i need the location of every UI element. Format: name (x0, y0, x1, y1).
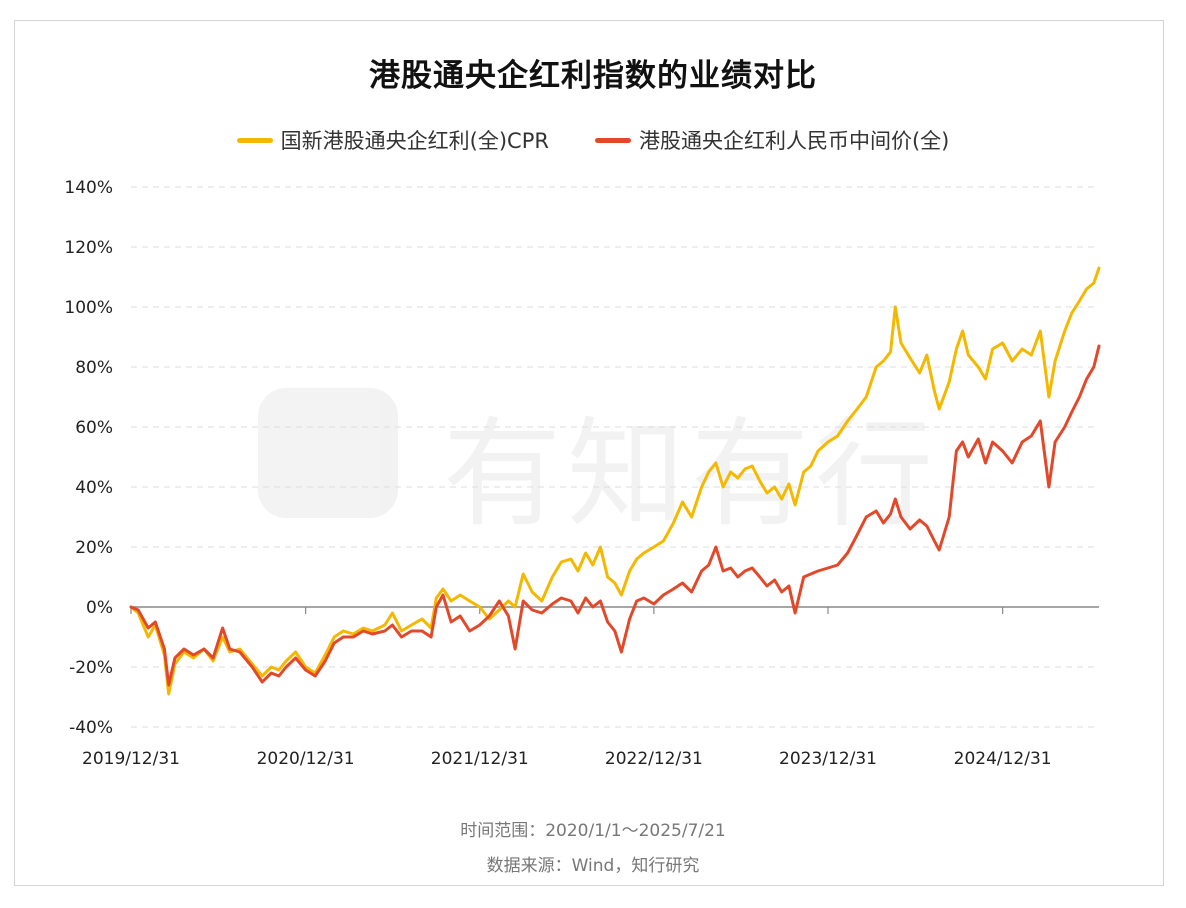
legend-swatch-cpr (236, 137, 273, 143)
x-tick-label: 2019/12/31 (82, 749, 180, 769)
y-tick-label: 20% (75, 538, 113, 558)
x-tick-label: 2023/12/31 (779, 749, 877, 769)
series-line-rmb (129, 344, 1101, 687)
legend-item-rmb: 港股通央企红利人民币中间价(全) (594, 125, 950, 155)
legend-item-cpr: 国新港股通央企红利(全)CPR (236, 125, 549, 155)
y-tick-label: 80% (75, 358, 113, 378)
legend-swatch-rmb (594, 137, 631, 143)
legend-label-cpr: 国新港股通央企红利(全)CPR (280, 129, 549, 153)
y-tick-label: 140% (64, 178, 113, 198)
chart-frame (14, 20, 1164, 886)
time-range-note: 时间范围：2020/1/1～2025/7/21 (460, 821, 726, 841)
x-tick-label: 2021/12/31 (431, 749, 529, 769)
y-tick-label: 0% (86, 598, 113, 618)
y-tick-label: 60% (75, 418, 113, 438)
x-tick-label: 2022/12/31 (605, 749, 703, 769)
chart-title: 港股通央企红利指数的业绩对比 (369, 58, 817, 94)
chart-legend: 国新港股通央企红利(全)CPR 港股通央企红利人民币中间价(全) (0, 124, 1186, 156)
series-line-cpr (129, 266, 1101, 696)
x-tick-label: 2024/12/31 (954, 749, 1052, 769)
legend-label-rmb: 港股通央企红利人民币中间价(全) (638, 129, 950, 153)
x-tick-label: 2020/12/31 (257, 749, 355, 769)
y-tick-label: -20% (69, 658, 113, 678)
y-tick-label: -40% (69, 718, 113, 738)
y-tick-label: 100% (64, 298, 113, 318)
data-source-note: 数据来源：Wind，知行研究 (486, 856, 700, 876)
y-tick-label: 120% (64, 238, 113, 258)
y-tick-label: 40% (75, 478, 113, 498)
